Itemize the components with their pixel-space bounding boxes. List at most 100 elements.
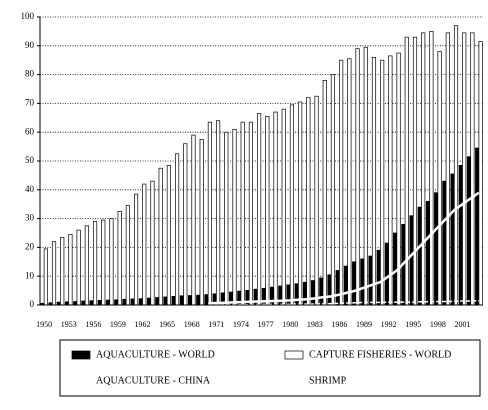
- bar: [207, 121, 212, 306]
- x-tick-label: 1974: [233, 320, 249, 329]
- bar: [224, 131, 229, 306]
- bar: [142, 183, 147, 306]
- bar: [183, 143, 188, 306]
- bar: [155, 297, 160, 306]
- bar: [458, 164, 463, 306]
- x-tick-label: 1953: [61, 320, 77, 329]
- bar: [368, 255, 373, 306]
- bar: [146, 297, 152, 306]
- bar: [409, 215, 414, 306]
- bar: [43, 248, 48, 306]
- bar: [196, 294, 201, 306]
- bar: [114, 299, 119, 306]
- bar: [314, 95, 319, 306]
- bar: [306, 97, 311, 306]
- x-tick-label: 1980: [282, 320, 298, 329]
- bar: [298, 101, 303, 306]
- legend-swatch: [71, 350, 91, 360]
- bar: [216, 120, 221, 306]
- x-tick-label: 1959: [110, 320, 126, 329]
- bar: [286, 284, 291, 306]
- x-tick-label: 1995: [405, 320, 421, 329]
- bar: [199, 139, 204, 306]
- y-tick-label: 70: [25, 97, 35, 107]
- bar: [442, 180, 447, 306]
- bar: [60, 236, 65, 306]
- bar: [278, 285, 283, 306]
- bar: [450, 173, 455, 306]
- bar: [380, 59, 385, 306]
- x-tick-label: 1968: [184, 320, 200, 329]
- x-tick-label: 1992: [381, 320, 397, 329]
- bar: [187, 295, 193, 306]
- bar: [388, 55, 393, 306]
- bar: [73, 301, 78, 306]
- bar: [175, 153, 180, 306]
- bar: [355, 48, 360, 306]
- bar: [339, 59, 344, 306]
- x-tick-label: 1983: [307, 320, 323, 329]
- x-tick-label: 2001: [454, 320, 470, 329]
- bar: [281, 108, 286, 306]
- legend-label: AQUACULTURE - CHINA: [96, 375, 211, 386]
- bar: [92, 221, 98, 306]
- bar: [294, 283, 299, 306]
- x-tick-label: 1962: [135, 320, 151, 329]
- bar: [179, 295, 184, 306]
- y-tick-label: 30: [25, 213, 35, 223]
- bar: [376, 249, 381, 306]
- bar: [319, 277, 324, 306]
- legend-box: [59, 339, 481, 397]
- bar: [453, 25, 459, 306]
- bar: [240, 121, 245, 306]
- x-tick-label: 1950: [36, 320, 52, 329]
- bar: [171, 296, 176, 306]
- bar: [363, 46, 368, 306]
- bar: [437, 51, 442, 306]
- x-tick-label: 1977: [258, 320, 274, 329]
- bar: [105, 299, 111, 306]
- y-tick-label: 80: [25, 69, 35, 79]
- legend-label: SHRIMP: [309, 375, 347, 386]
- legend-label: CAPTURE FISHERIES - WORLD: [309, 349, 451, 360]
- bar: [335, 270, 340, 306]
- bar: [289, 104, 295, 306]
- y-tick-label: 40: [25, 184, 35, 194]
- bar: [330, 74, 336, 306]
- bar: [470, 32, 475, 306]
- bar: [417, 206, 422, 306]
- bar: [371, 56, 377, 306]
- bar: [429, 31, 434, 306]
- bar: [445, 32, 450, 306]
- bar: [51, 241, 57, 306]
- line: [208, 191, 480, 305]
- bar: [360, 258, 365, 306]
- y-tick-label: 10: [25, 270, 35, 280]
- bar: [232, 128, 237, 306]
- x-tick-label: 1956: [85, 320, 101, 329]
- bar: [421, 32, 426, 306]
- bar: [97, 300, 102, 306]
- bar: [109, 218, 114, 306]
- bar: [384, 242, 390, 306]
- bar: [68, 234, 73, 306]
- bar: [412, 36, 418, 306]
- bar: [311, 280, 316, 306]
- x-tick-label: 1989: [356, 320, 372, 329]
- bar: [466, 156, 472, 306]
- bar: [352, 261, 357, 306]
- legend-label: AQUACULTURE - WORLD: [96, 349, 215, 360]
- bar: [462, 32, 467, 306]
- bar: [191, 134, 196, 306]
- bar: [248, 121, 253, 306]
- y-tick-label: 20: [25, 241, 35, 251]
- y-tick-label: 0: [30, 299, 35, 309]
- bar: [343, 265, 348, 306]
- bar: [84, 225, 89, 306]
- y-tick-label: 50: [25, 155, 35, 165]
- bar: [425, 200, 431, 306]
- bar: [138, 298, 143, 306]
- bar: [163, 296, 168, 306]
- bar: [158, 167, 163, 306]
